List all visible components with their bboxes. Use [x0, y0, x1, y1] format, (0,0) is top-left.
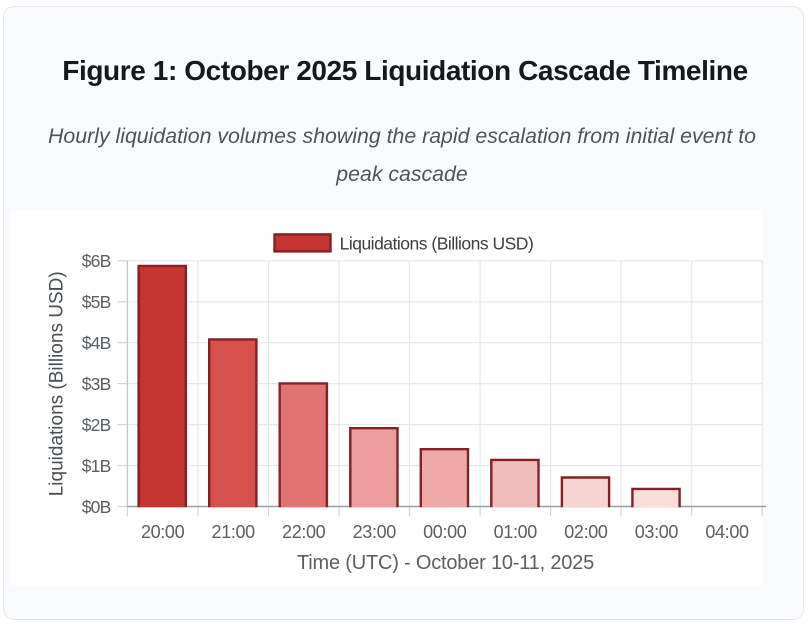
svg-text:$1B: $1B [82, 456, 111, 476]
svg-text:22:00: 22:00 [282, 522, 326, 542]
svg-text:Liquidations (Billions USD): Liquidations (Billions USD) [46, 271, 67, 496]
svg-text:$6B: $6B [82, 251, 111, 271]
svg-text:$5B: $5B [82, 292, 111, 312]
svg-text:Liquidations (Billions USD): Liquidations (Billions USD) [340, 233, 534, 253]
svg-text:00:00: 00:00 [423, 522, 467, 542]
svg-text:03:00: 03:00 [635, 522, 679, 542]
svg-text:$0B: $0B [82, 497, 111, 517]
svg-text:20:00: 20:00 [141, 522, 185, 542]
svg-text:23:00: 23:00 [353, 522, 397, 542]
svg-text:$4B: $4B [82, 333, 111, 353]
svg-text:$2B: $2B [82, 415, 111, 435]
svg-text:Time (UTC) - October 10-11, 20: Time (UTC) - October 10-11, 2025 [297, 552, 594, 574]
svg-text:02:00: 02:00 [564, 522, 608, 542]
svg-text:01:00: 01:00 [494, 522, 538, 542]
svg-text:$3B: $3B [82, 374, 111, 394]
svg-text:04:00: 04:00 [705, 522, 749, 542]
svg-text:21:00: 21:00 [212, 522, 256, 542]
